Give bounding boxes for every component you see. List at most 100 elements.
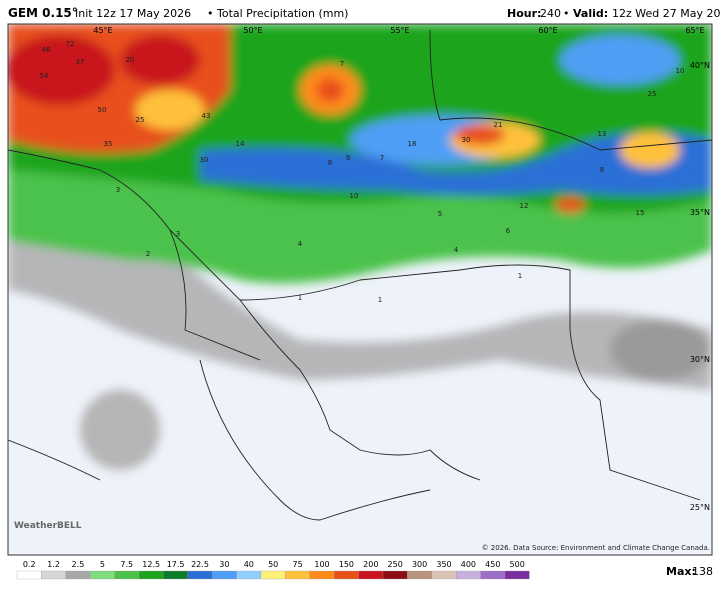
model: GEM 0.15° xyxy=(8,6,78,20)
colorbar-swatch xyxy=(187,570,213,580)
colorbar-swatch xyxy=(65,570,91,580)
map-value: 56 xyxy=(40,72,49,80)
map-value: 7 xyxy=(340,60,344,68)
map-value: 1 xyxy=(518,272,522,280)
hour-label: Hour: xyxy=(507,7,541,20)
colorbar-label: 250 xyxy=(388,560,403,569)
colorbar-swatch xyxy=(382,570,408,580)
colorbar-swatch xyxy=(358,570,384,580)
colorbar-swatch xyxy=(407,570,432,580)
colorbar-label: 30 xyxy=(219,560,229,569)
map-value: 10 xyxy=(350,192,359,200)
lon-label: 50°E xyxy=(243,26,262,35)
colorbar-swatch xyxy=(285,570,310,580)
colorbar-label: 100 xyxy=(314,560,329,569)
hour: 240 xyxy=(540,7,561,20)
colorbar-label: 300 xyxy=(412,560,427,569)
colorbar-label: 17.5 xyxy=(167,560,185,569)
colorbar-label: 150 xyxy=(339,560,354,569)
lat-label: 35°N xyxy=(690,208,710,217)
colorbar-label: 200 xyxy=(363,560,378,569)
max-value: 138 xyxy=(692,565,713,578)
colorbar-label: 40 xyxy=(244,560,254,569)
map-value: 35 xyxy=(104,140,113,148)
map-value: 30 xyxy=(462,136,471,144)
map-value: 4 xyxy=(454,246,459,254)
logo: WeatherBELL xyxy=(14,521,82,531)
colorbar-swatch xyxy=(309,570,335,580)
lon-label: 55°E xyxy=(390,26,409,35)
map-value: 1 xyxy=(378,296,382,304)
colorbar-swatch xyxy=(114,570,140,580)
colorbar-label: 500 xyxy=(510,560,525,569)
max-label: Max: xyxy=(666,565,696,578)
colorbar-label: 50 xyxy=(268,560,278,569)
colorbar-label: 5 xyxy=(100,560,105,569)
colorbar-swatch xyxy=(90,570,115,580)
colorbar-swatch xyxy=(41,570,66,580)
map-value: 12 xyxy=(520,202,529,210)
map-value: 21 xyxy=(494,121,503,129)
borders xyxy=(8,29,712,521)
colorbar-swatch xyxy=(16,570,42,580)
colorbar-swatch xyxy=(504,570,530,580)
valid: 12z Wed 27 May 2026 xyxy=(612,7,720,20)
map-value: 5 xyxy=(438,210,442,218)
colorbar-swatch xyxy=(431,570,457,580)
map-value: 2 xyxy=(146,250,150,258)
map-value: 50 xyxy=(98,106,107,114)
credit: © 2026. Data Source: Environment and Cli… xyxy=(482,544,710,552)
map-value: 9 xyxy=(346,154,350,162)
colorbar-label: 22.5 xyxy=(191,560,209,569)
colorbar-swatch xyxy=(163,570,188,580)
map-value: 14 xyxy=(236,140,245,148)
map xyxy=(8,24,712,555)
colorbar-swatch xyxy=(138,570,164,580)
map-value: 6 xyxy=(506,227,511,235)
colorbar-swatch xyxy=(480,570,506,580)
field: Total Precipitation (mm) xyxy=(216,7,348,20)
map-value: 3 xyxy=(116,186,120,194)
colorbar-label: 0.2 xyxy=(23,560,36,569)
colorbar-label: 12.5 xyxy=(142,560,160,569)
map-value: 46 xyxy=(42,46,51,54)
colorbar-swatch xyxy=(334,570,359,580)
map-value: 25 xyxy=(136,116,145,124)
map-value: 25 xyxy=(648,90,657,98)
init: Init 12z 17 May 2026 xyxy=(75,7,191,20)
colorbar-swatch xyxy=(212,570,237,580)
map-value: 30 xyxy=(200,156,209,164)
map-value: 18 xyxy=(408,140,417,148)
colorbar-label: 400 xyxy=(461,560,476,569)
map-value: 20 xyxy=(126,56,135,64)
colorbar-label: 75 xyxy=(293,560,303,569)
lat-label: 30°N xyxy=(690,355,710,364)
lat-label: 40°N xyxy=(690,61,710,70)
colorbar-label: 2.5 xyxy=(72,560,85,569)
colorbar-label: 350 xyxy=(436,560,451,569)
colorbar-label: 450 xyxy=(485,560,500,569)
map-value: 10 xyxy=(676,67,685,75)
lat-label: 25°N xyxy=(690,503,710,512)
map-value: 8 xyxy=(600,166,604,174)
colorbar-label: 7.5 xyxy=(120,560,133,569)
colorbar-swatch xyxy=(456,570,481,580)
lon-label: 45°E xyxy=(93,26,112,35)
separator: • xyxy=(207,7,214,20)
colorbar-swatch xyxy=(236,570,262,580)
map-value: 15 xyxy=(636,209,645,217)
map-value: 72 xyxy=(66,40,75,48)
map-value: 1 xyxy=(298,294,302,302)
colorbar-label: 1.2 xyxy=(47,560,60,569)
valid-label: Valid: xyxy=(573,7,608,20)
map-frame xyxy=(7,23,713,556)
lon-label: 65°E xyxy=(685,26,704,35)
map-value: 8 xyxy=(328,159,332,167)
map-value: 7 xyxy=(380,154,384,162)
map-value: 3 xyxy=(176,230,180,238)
colorbar-swatch xyxy=(260,570,286,580)
map-value: 37 xyxy=(76,58,85,66)
separator: • xyxy=(563,7,570,20)
precip-field xyxy=(8,24,712,470)
